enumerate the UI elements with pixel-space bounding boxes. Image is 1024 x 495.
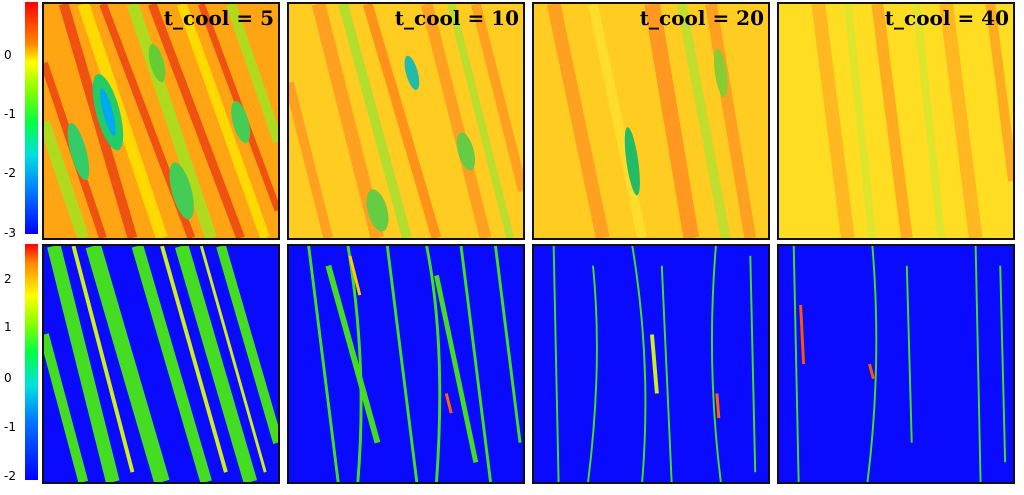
- colorbar-top-tick: 0: [4, 48, 12, 62]
- filament-map-1: [44, 246, 278, 482]
- colorbar-bottom-tick: -2: [4, 469, 16, 483]
- panel-top-3: t_cool = 20: [532, 2, 770, 240]
- colorbar-top: [25, 2, 38, 234]
- colorbar-bottom: [25, 244, 38, 480]
- panel-label: t_cool = 10: [394, 6, 519, 30]
- panel-label: t_cool = 20: [639, 6, 764, 30]
- panel-bottom-3: [532, 244, 770, 484]
- panel-label: t_cool = 40: [884, 6, 1009, 30]
- colorbar-top-tick: -1: [4, 107, 16, 121]
- colorbar-bottom-tick: 2: [4, 272, 12, 286]
- panel-top-4: t_cool = 40: [777, 2, 1015, 240]
- turbulence-map-4: [779, 4, 1013, 238]
- filament-map-3: [534, 246, 768, 482]
- panel-bottom-2: [287, 244, 525, 484]
- colorbar-top-tick: -2: [4, 166, 16, 180]
- turbulence-map-2: [289, 4, 523, 238]
- colorbar-bottom-tick: 0: [4, 371, 12, 385]
- panel-bottom-4: [777, 244, 1015, 484]
- panel-top-2: t_cool = 10: [287, 2, 525, 240]
- filament-map-2: [289, 246, 523, 482]
- panel-top-1: t_cool = 5: [42, 2, 280, 240]
- turbulence-map-3: [534, 4, 768, 238]
- turbulence-map-1: [44, 4, 278, 238]
- panel-bottom-1: [42, 244, 280, 484]
- colorbar-top-tick: -3: [4, 226, 16, 240]
- colorbar-bottom-tick: 1: [4, 320, 12, 334]
- panel-label: t_cool = 5: [163, 6, 274, 30]
- colorbar-bottom-tick: -1: [4, 420, 16, 434]
- filament-map-4: [779, 246, 1013, 482]
